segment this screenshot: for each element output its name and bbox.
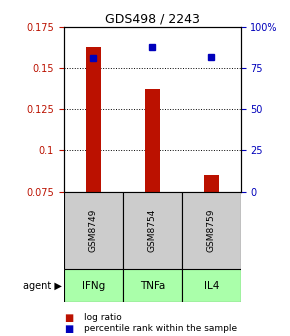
- Text: IL4: IL4: [204, 281, 219, 291]
- Text: GSM8749: GSM8749: [89, 208, 98, 252]
- Bar: [182, 269, 241, 302]
- Bar: [64, 269, 123, 302]
- Bar: [145, 89, 160, 192]
- Text: GSM8754: GSM8754: [148, 208, 157, 252]
- Text: GSM8759: GSM8759: [207, 208, 216, 252]
- Bar: [123, 269, 182, 302]
- Text: agent ▶: agent ▶: [23, 281, 62, 291]
- Title: GDS498 / 2243: GDS498 / 2243: [105, 13, 200, 26]
- Text: ■: ■: [64, 312, 73, 323]
- Text: ■: ■: [64, 324, 73, 334]
- Bar: [123, 192, 182, 269]
- Bar: [182, 192, 241, 269]
- Text: IFNg: IFNg: [82, 281, 105, 291]
- Bar: [86, 47, 101, 192]
- Bar: [204, 175, 219, 192]
- Text: TNFa: TNFa: [139, 281, 165, 291]
- Text: log ratio: log ratio: [84, 313, 122, 322]
- Text: percentile rank within the sample: percentile rank within the sample: [84, 324, 237, 333]
- Bar: [64, 192, 123, 269]
